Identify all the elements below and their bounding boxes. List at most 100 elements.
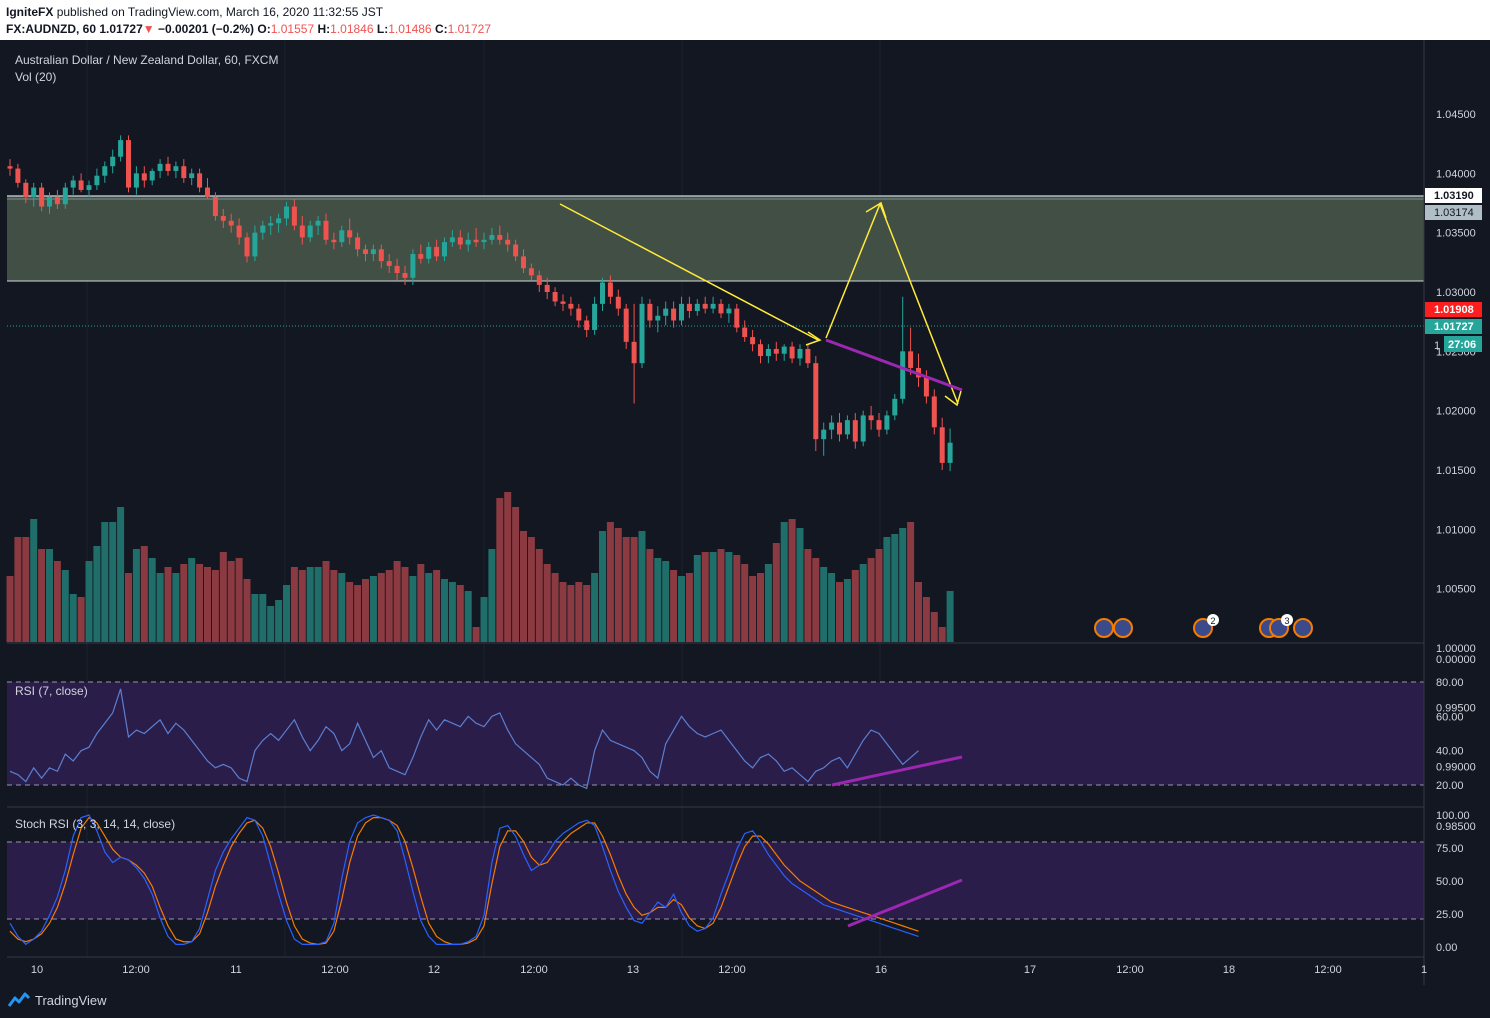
time-tick-label: 12:00 bbox=[1116, 964, 1144, 976]
price-change: −0.00201 (−0.2%) bbox=[157, 22, 255, 36]
candle-body bbox=[284, 206, 289, 219]
event-flag-icon[interactable] bbox=[1113, 618, 1133, 638]
event-flag-icon[interactable] bbox=[1094, 618, 1114, 638]
volume-bar bbox=[543, 564, 551, 642]
volume-bar bbox=[504, 492, 512, 642]
candle-body bbox=[623, 308, 629, 342]
candle-body bbox=[378, 249, 384, 262]
purple-trendline-price[interactable] bbox=[825, 338, 963, 392]
volume-bar bbox=[306, 567, 314, 642]
resistance-zone[interactable] bbox=[7, 196, 1424, 281]
candle-body bbox=[544, 284, 550, 292]
candle-body bbox=[47, 197, 52, 207]
time-axis[interactable]: 10 12:00 11 12:00 12 12:00 13 12:00 16 17 12:00 18 1… bbox=[31, 964, 1427, 976]
volume-bar bbox=[362, 579, 369, 642]
yellow-trend-arrow[interactable] bbox=[559, 203, 819, 341]
volume-bar bbox=[488, 549, 496, 642]
tradingview-brand: TradingView bbox=[35, 992, 107, 1008]
candle-body bbox=[481, 239, 487, 243]
event-flag-icon[interactable] bbox=[1293, 618, 1313, 638]
candle-body bbox=[110, 156, 116, 167]
volume-bar bbox=[196, 564, 204, 642]
candle-body bbox=[268, 223, 274, 226]
candle-body bbox=[86, 185, 92, 190]
candle-body bbox=[402, 273, 408, 278]
event-icons[interactable]: 2 3 bbox=[1094, 614, 1313, 638]
rsi-line[interactable] bbox=[9, 688, 919, 790]
volume-bar bbox=[354, 585, 362, 642]
tradingview-logo[interactable]: TradingView bbox=[8, 992, 107, 1008]
candle-body bbox=[710, 303, 716, 309]
stoch-k-line[interactable] bbox=[9, 814, 919, 946]
price-axis[interactable]: 1.045001.040001.035001.030001.025001.020… bbox=[1436, 109, 1476, 954]
volume-bar bbox=[251, 594, 259, 642]
volume-bar bbox=[891, 534, 899, 642]
volume-bar bbox=[338, 573, 346, 642]
candle-body bbox=[718, 303, 724, 314]
yellow-pattern[interactable] bbox=[559, 201, 962, 407]
candle-body bbox=[315, 220, 321, 226]
candle-body bbox=[62, 187, 68, 205]
candle-body bbox=[679, 303, 684, 321]
open-label: O: bbox=[257, 22, 271, 36]
publish-header: IgniteFX published on TradingView.com, M… bbox=[0, 0, 1490, 40]
candle-body bbox=[734, 308, 740, 328]
volume-bar bbox=[772, 543, 780, 642]
stoch-tick-label: 100.00 bbox=[1436, 810, 1470, 822]
event-flag-icon[interactable] bbox=[1193, 618, 1213, 638]
volume-bar bbox=[859, 564, 867, 642]
volume-bar bbox=[464, 591, 472, 642]
event-count-badge bbox=[1207, 614, 1219, 626]
stoch-tick-label: 50.00 bbox=[1436, 876, 1464, 888]
price-tick-label: 1.04500 bbox=[1436, 109, 1476, 121]
down-arrow-icon: ▼ bbox=[142, 22, 155, 36]
volume-tick-label: 0.00000 bbox=[1436, 654, 1476, 666]
candle-body bbox=[852, 420, 858, 442]
rsi-pane-title: RSI (7, close) bbox=[15, 684, 88, 698]
candle-body bbox=[876, 420, 882, 430]
candle-body bbox=[860, 415, 866, 442]
last-price-text: 1.01727 bbox=[1434, 321, 1474, 333]
volume-bar bbox=[630, 537, 638, 642]
stoch-d-line[interactable] bbox=[9, 816, 919, 945]
author-name[interactable]: IgniteFX bbox=[6, 5, 54, 19]
volume-bar bbox=[219, 552, 227, 642]
resistance-price-tag bbox=[1425, 188, 1482, 203]
candle-body bbox=[647, 303, 653, 321]
volume-bar bbox=[53, 561, 61, 642]
countdown-tag bbox=[1444, 336, 1482, 352]
purple-trendline-rsi[interactable] bbox=[831, 755, 963, 787]
close-value: 1.01727 bbox=[447, 22, 492, 36]
time-tick-label: 13 bbox=[627, 964, 639, 976]
low-label: L: bbox=[376, 22, 389, 36]
volume-bar bbox=[211, 570, 219, 642]
volume-bar bbox=[472, 627, 480, 642]
volume-bar bbox=[69, 594, 77, 642]
purple-trendline-stoch[interactable] bbox=[847, 878, 963, 928]
volume-bar bbox=[448, 582, 456, 642]
volume-bar bbox=[638, 531, 646, 642]
volume-bar bbox=[480, 597, 488, 642]
volume-bar bbox=[804, 549, 812, 642]
volume-bar bbox=[527, 537, 535, 642]
volume-bar bbox=[678, 576, 685, 642]
chart-area[interactable]: 2 3 1.045001.040001.035001.030001.025001… bbox=[0, 40, 1490, 985]
volume-bar bbox=[812, 558, 820, 642]
resistance-price-text: 1.03190 bbox=[1434, 190, 1474, 202]
volume-bar bbox=[275, 600, 283, 642]
time-tick-label: 12:00 bbox=[122, 964, 150, 976]
volume-bar bbox=[267, 606, 275, 642]
resistance2-price-tag bbox=[1425, 205, 1482, 220]
volume-bar bbox=[188, 558, 196, 642]
volume-bar bbox=[567, 585, 575, 642]
candle-body bbox=[434, 246, 440, 257]
candle-body bbox=[220, 216, 226, 221]
volume-bar bbox=[757, 573, 764, 642]
candle-body bbox=[410, 254, 416, 278]
candle-body bbox=[189, 173, 195, 179]
candle-body bbox=[205, 187, 210, 198]
published-text: published on TradingView.com, March 16, … bbox=[56, 5, 384, 19]
volume-bar bbox=[717, 549, 725, 642]
volume-bar bbox=[701, 552, 709, 642]
candle-body bbox=[70, 180, 76, 188]
